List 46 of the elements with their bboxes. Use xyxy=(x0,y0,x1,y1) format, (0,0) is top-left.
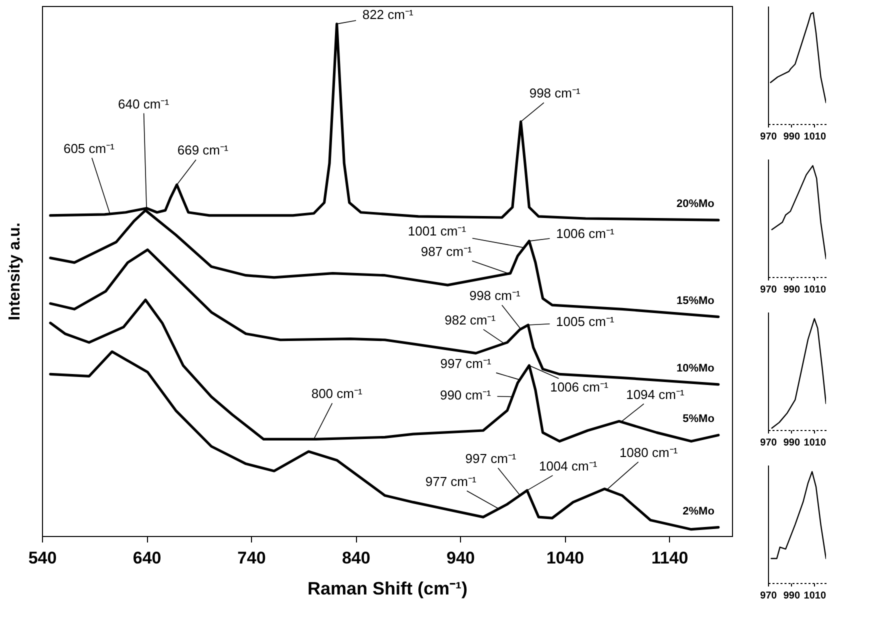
series-label: 5%Mo xyxy=(682,413,715,426)
annotation: 990 cm⁻¹ xyxy=(440,388,492,403)
annotation: 640 cm⁻¹ xyxy=(118,96,170,112)
annotation: 1006 cm⁻¹ xyxy=(550,379,609,394)
x-tick-label: 640 xyxy=(132,548,162,568)
series-label: 2%Mo xyxy=(682,505,715,518)
x-tick-label: 970 xyxy=(760,438,778,448)
x-tick-label: 990 xyxy=(783,438,800,448)
annotation: 1006 cm⁻¹ xyxy=(556,226,615,242)
annotation: 982 cm⁻¹ xyxy=(444,312,496,328)
annotation: 1004 cm⁻¹ xyxy=(538,458,598,474)
x-tick-label: 970 xyxy=(760,132,778,142)
x-tick-label: 1040 xyxy=(546,548,584,568)
x-tick-label: 1010 xyxy=(804,590,826,602)
annotation: 998 cm⁻¹ xyxy=(469,288,521,304)
x-tick-label: 990 xyxy=(783,284,800,296)
x-tick-label: 840 xyxy=(342,548,370,568)
x-tick-label: 940 xyxy=(446,548,475,568)
x-tick-label: 740 xyxy=(237,548,266,568)
annotation: 800 cm⁻¹ xyxy=(311,386,363,402)
x-tick-label: 540 xyxy=(28,548,57,568)
annotation: 605 cm⁻¹ xyxy=(63,140,116,156)
x-tick-label: 1010 xyxy=(804,132,826,142)
series-label: 10%Mo xyxy=(676,362,715,374)
annotation: 977 cm⁻¹ xyxy=(425,474,478,489)
series-label: 20%Mo xyxy=(676,198,715,210)
annotation: 1094 cm⁻¹ xyxy=(626,386,685,402)
x-tick-label: 1140 xyxy=(651,548,688,568)
annotation: 998 cm⁻¹ xyxy=(529,86,581,101)
annotation: 822 cm⁻¹ xyxy=(362,6,414,22)
x-tick-label: 990 xyxy=(783,590,800,602)
x-tick-label: 990 xyxy=(783,132,800,142)
annotation: 987 cm⁻¹ xyxy=(420,244,472,259)
annotation: 1005 cm⁻¹ xyxy=(556,314,615,330)
y-axis-title: Intensity a.u. xyxy=(6,222,24,320)
x-tick-label: 970 xyxy=(760,590,778,602)
annotation: 997 cm⁻¹ xyxy=(465,451,517,466)
series-label: 15%Mo xyxy=(676,294,715,307)
annotation: 1080 cm⁻¹ xyxy=(619,444,678,460)
annotation: 669 cm⁻¹ xyxy=(177,142,230,158)
x-tick-label: 1010 xyxy=(804,284,826,296)
x-tick-label: 970 xyxy=(760,284,778,296)
annotation: 997 cm⁻¹ xyxy=(440,356,492,371)
x-axis-title: Raman Shift (cm⁻¹) xyxy=(307,578,468,598)
annotation: 1001 cm⁻¹ xyxy=(408,224,467,239)
x-tick-label: 1010 xyxy=(804,438,826,448)
